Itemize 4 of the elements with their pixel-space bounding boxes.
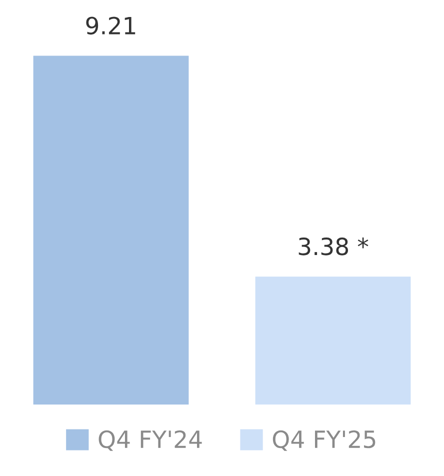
legend-label: Q4 FY'25: [272, 430, 376, 451]
legend-label: Q4 FY'24: [98, 430, 202, 451]
data-label: 9.21: [86, 16, 136, 35]
data-label: 3.38 *: [298, 237, 368, 256]
